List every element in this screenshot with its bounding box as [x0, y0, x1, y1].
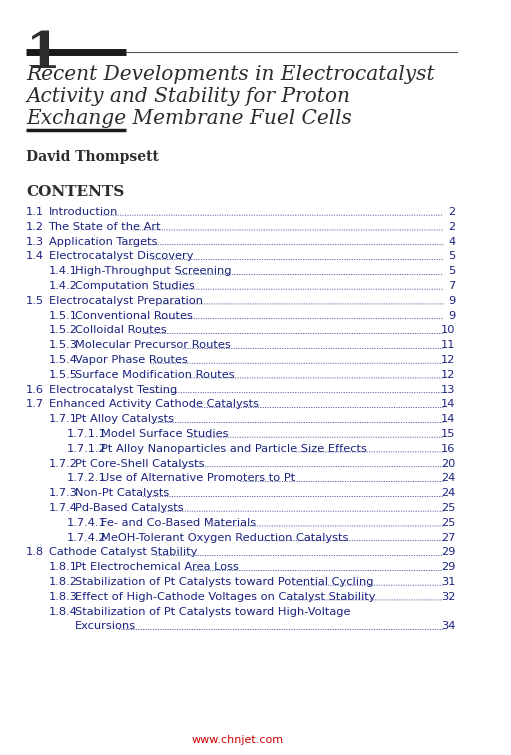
Text: Non-Pt Catalysts: Non-Pt Catalysts: [75, 488, 169, 498]
Text: 1.4.2: 1.4.2: [49, 281, 77, 291]
Text: 9: 9: [448, 296, 455, 306]
Text: Use of Alternative Promoters to Pt: Use of Alternative Promoters to Pt: [101, 473, 295, 483]
Text: Pt Electrochemical Area Loss: Pt Electrochemical Area Loss: [75, 562, 239, 572]
Text: 1.7.4: 1.7.4: [49, 503, 77, 513]
Text: MeOH-Tolerant Oxygen Reduction Catalysts: MeOH-Tolerant Oxygen Reduction Catalysts: [101, 532, 348, 543]
Text: 11: 11: [441, 341, 455, 350]
Text: www.chnjet.com: www.chnjet.com: [192, 735, 284, 745]
Text: 5: 5: [448, 267, 455, 276]
Text: Molecular Precursor Routes: Molecular Precursor Routes: [75, 341, 230, 350]
Text: 16: 16: [441, 444, 455, 454]
Text: Pt Alloy Catalysts: Pt Alloy Catalysts: [75, 414, 174, 424]
Text: 12: 12: [441, 355, 455, 365]
Text: 10: 10: [441, 325, 455, 335]
Text: 1.1: 1.1: [26, 207, 44, 217]
Text: Activity and Stability for Proton: Activity and Stability for Proton: [26, 87, 350, 106]
Text: 2: 2: [448, 222, 455, 232]
Text: 1.5.1: 1.5.1: [49, 310, 78, 321]
Text: Colloidal Routes: Colloidal Routes: [75, 325, 166, 335]
Text: 32: 32: [441, 592, 455, 602]
Text: 14: 14: [441, 414, 455, 424]
Text: 34: 34: [441, 621, 455, 631]
Text: 4: 4: [448, 236, 455, 247]
Text: Electrocatalyst Preparation: Electrocatalyst Preparation: [49, 296, 202, 306]
Text: High-Throughput Screening: High-Throughput Screening: [75, 267, 231, 276]
Text: Pt Core-Shell Catalysts: Pt Core-Shell Catalysts: [75, 458, 204, 469]
Text: Exchange Membrane Fuel Cells: Exchange Membrane Fuel Cells: [26, 109, 352, 128]
Text: 5: 5: [448, 251, 455, 261]
Text: Model Surface Studies: Model Surface Studies: [101, 429, 228, 439]
Text: 1.5.2: 1.5.2: [49, 325, 77, 335]
Text: Introduction: Introduction: [49, 207, 118, 217]
Text: Surface Modification Routes: Surface Modification Routes: [75, 370, 234, 380]
Text: 14: 14: [441, 399, 455, 409]
Text: Recent Developments in Electrocatalyst: Recent Developments in Electrocatalyst: [26, 65, 435, 84]
Text: 1.5.3: 1.5.3: [49, 341, 78, 350]
Text: 1.7.1: 1.7.1: [49, 414, 78, 424]
Text: Fe- and Co-Based Materials: Fe- and Co-Based Materials: [101, 518, 256, 528]
Text: 24: 24: [441, 488, 455, 498]
Text: 1.7.2: 1.7.2: [49, 458, 77, 469]
Text: Electrocatalyst Discovery: Electrocatalyst Discovery: [49, 251, 193, 261]
Text: Conventional Routes: Conventional Routes: [75, 310, 193, 321]
Text: Effect of High-Cathode Voltages on Catalyst Stability: Effect of High-Cathode Voltages on Catal…: [75, 592, 375, 602]
Text: 25: 25: [441, 518, 455, 528]
Text: 1.8.3: 1.8.3: [49, 592, 78, 602]
Text: Application Targets: Application Targets: [49, 236, 157, 247]
Text: 31: 31: [441, 577, 455, 587]
Text: 15: 15: [441, 429, 455, 439]
Text: 20: 20: [441, 458, 455, 469]
Text: 1.8: 1.8: [26, 547, 44, 557]
Text: 1.6: 1.6: [26, 384, 44, 395]
Text: 1.5.5: 1.5.5: [49, 370, 78, 380]
Text: 1.4: 1.4: [26, 251, 44, 261]
Text: Vapor Phase Routes: Vapor Phase Routes: [75, 355, 188, 365]
Text: The State of the Art: The State of the Art: [49, 222, 161, 232]
Text: 1: 1: [26, 30, 61, 79]
Text: Computation Studies: Computation Studies: [75, 281, 194, 291]
Text: Pt Alloy Nanoparticles and Particle Size Effects: Pt Alloy Nanoparticles and Particle Size…: [101, 444, 366, 454]
Text: 1.7.4.1: 1.7.4.1: [67, 518, 107, 528]
Text: 1.8.1: 1.8.1: [49, 562, 78, 572]
Text: 1.7.4.2: 1.7.4.2: [67, 532, 107, 543]
Text: Excursions: Excursions: [75, 621, 136, 631]
Text: 1.7: 1.7: [26, 399, 44, 409]
Text: 1.7.1.2: 1.7.1.2: [67, 444, 107, 454]
Text: 1.2: 1.2: [26, 222, 44, 232]
Text: Enhanced Activity Cathode Catalysts: Enhanced Activity Cathode Catalysts: [49, 399, 259, 409]
Text: 1.7.3: 1.7.3: [49, 488, 78, 498]
Text: Stabilization of Pt Catalysts toward High-Voltage: Stabilization of Pt Catalysts toward Hig…: [75, 606, 350, 617]
Text: 1.4.1: 1.4.1: [49, 267, 77, 276]
Text: 25: 25: [441, 503, 455, 513]
Text: 1.7.2.1: 1.7.2.1: [67, 473, 107, 483]
Text: David Thompsett: David Thompsett: [26, 150, 159, 164]
Text: 9: 9: [448, 310, 455, 321]
Text: CONTENTS: CONTENTS: [26, 185, 124, 199]
Text: 7: 7: [448, 281, 455, 291]
Text: 1.7.1.1: 1.7.1.1: [67, 429, 107, 439]
Text: 29: 29: [441, 547, 455, 557]
Text: 13: 13: [441, 384, 455, 395]
Text: 1.3: 1.3: [26, 236, 44, 247]
Text: Pd-Based Catalysts: Pd-Based Catalysts: [75, 503, 183, 513]
Text: 1.8.4: 1.8.4: [49, 606, 77, 617]
Text: 27: 27: [441, 532, 455, 543]
Text: 29: 29: [441, 562, 455, 572]
Text: 1.5.4: 1.5.4: [49, 355, 77, 365]
Text: 1.8.2: 1.8.2: [49, 577, 77, 587]
Text: 24: 24: [441, 473, 455, 483]
Text: Electrocatalyst Testing: Electrocatalyst Testing: [49, 384, 177, 395]
Text: Cathode Catalyst Stability: Cathode Catalyst Stability: [49, 547, 197, 557]
Text: 1.5: 1.5: [26, 296, 44, 306]
Text: Stabilization of Pt Catalysts toward Potential Cycling: Stabilization of Pt Catalysts toward Pot…: [75, 577, 373, 587]
Text: 12: 12: [441, 370, 455, 380]
Text: 2: 2: [448, 207, 455, 217]
